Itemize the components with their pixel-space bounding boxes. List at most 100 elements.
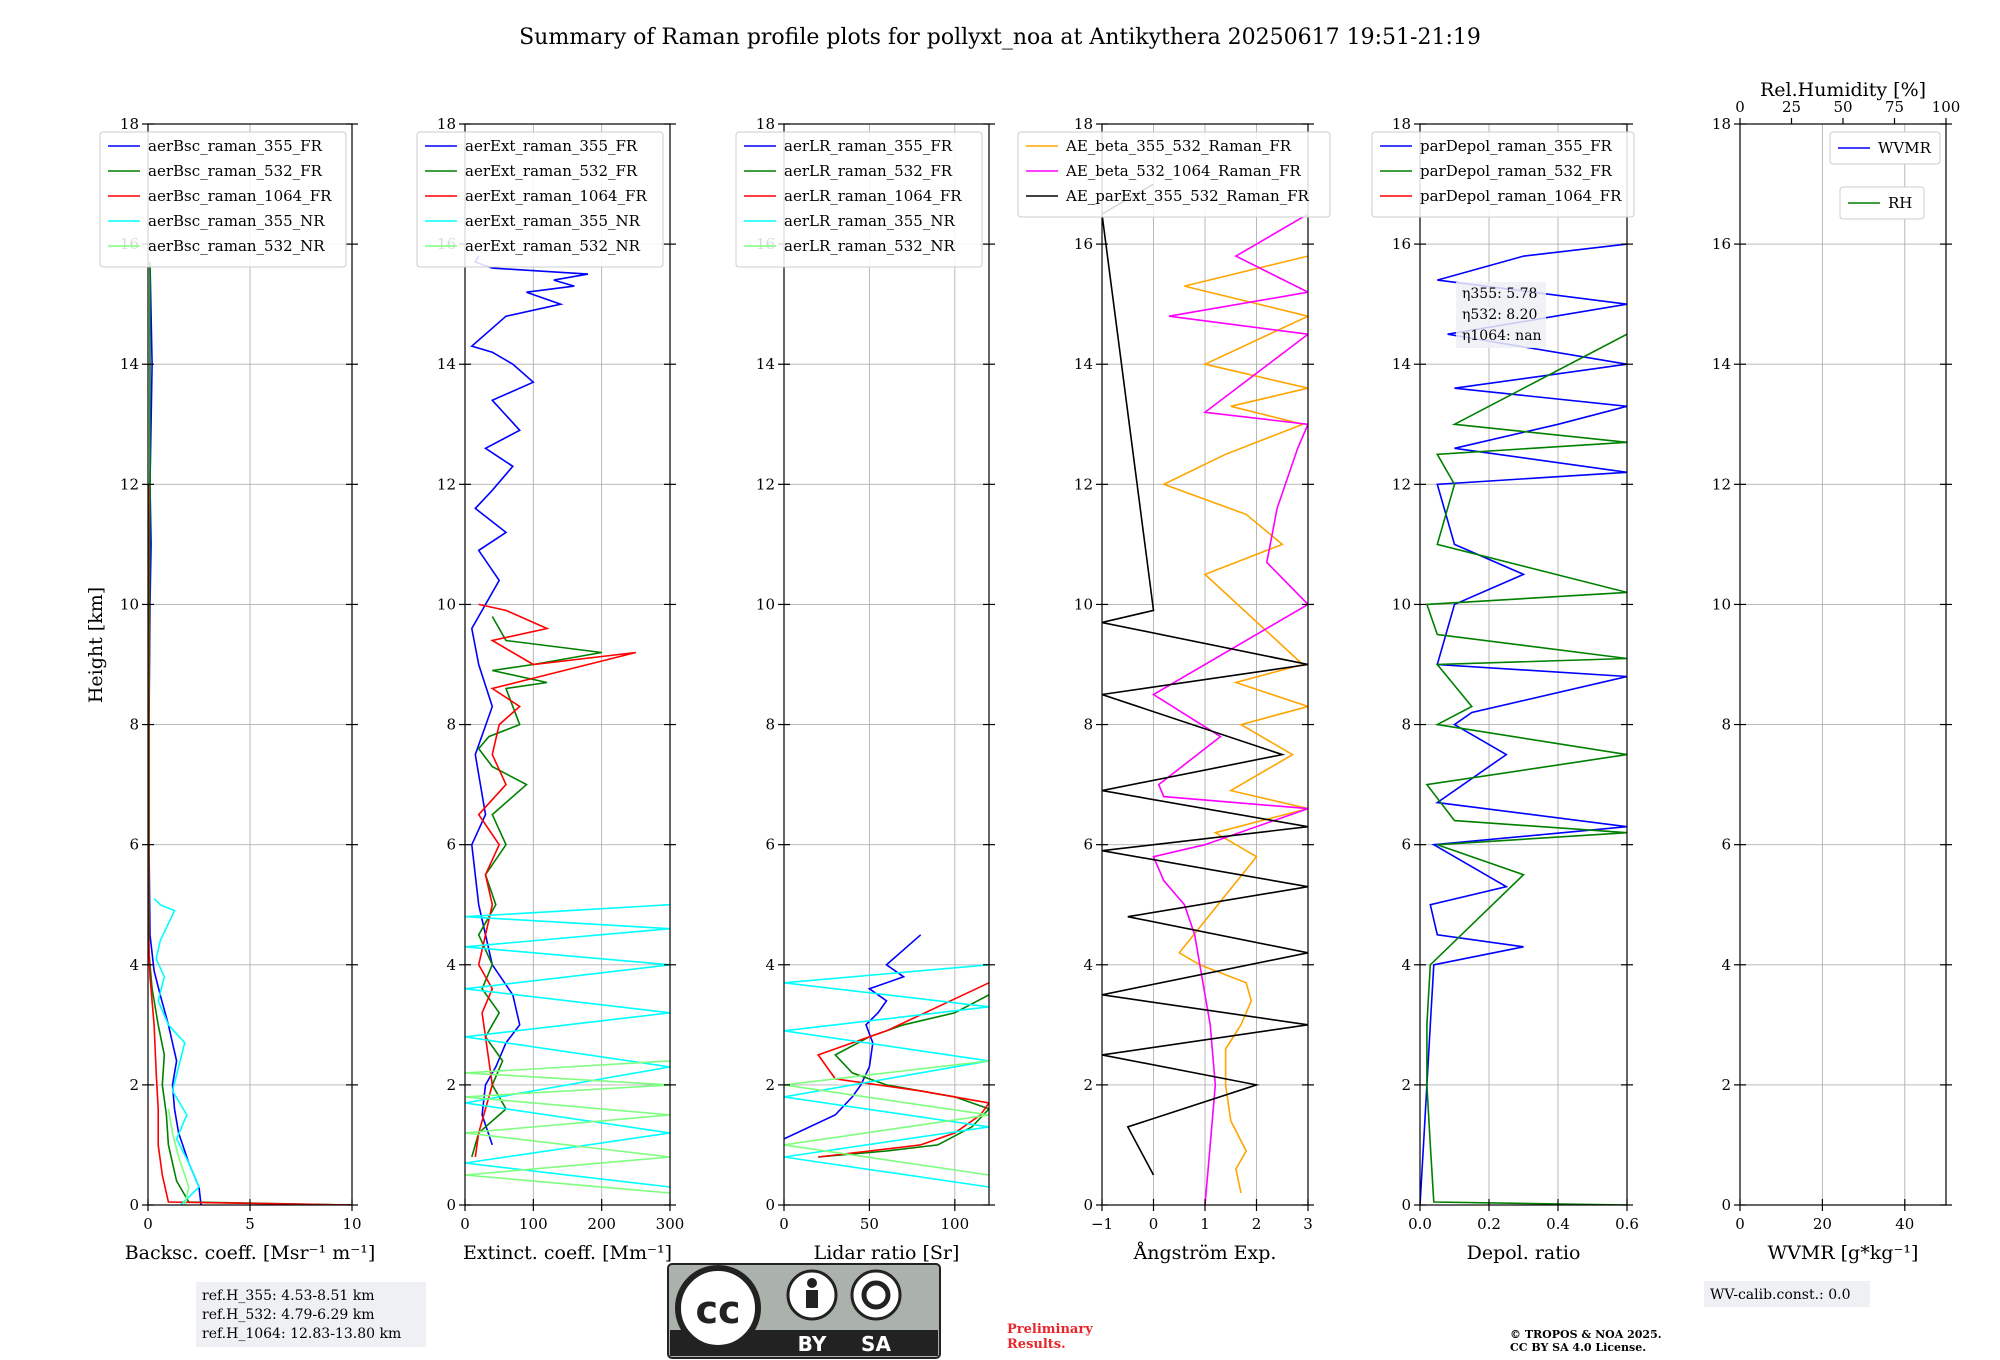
- y-tick-label: 8: [765, 716, 775, 734]
- legend-entry: aerBsc_raman_532_NR: [148, 237, 325, 255]
- y-tick-label: 6: [446, 836, 456, 854]
- eta-532: η532: 8.20: [1462, 307, 1537, 323]
- legend-entry: aerExt_raman_532_FR: [465, 162, 638, 180]
- series-group: [784, 934, 989, 1188]
- x-tick-label: 1: [1200, 1215, 1210, 1233]
- x2-tick-label: 25: [1782, 98, 1801, 116]
- series-aerExt_raman_1064_FR: [474, 603, 636, 1158]
- cc-letters: cc: [695, 1288, 740, 1332]
- y-tick-label: 12: [1392, 475, 1411, 493]
- legend-entry: aerExt_raman_355_FR: [465, 137, 638, 155]
- y-tick-label: 16: [1392, 235, 1411, 253]
- y-tick-label: 4: [1721, 956, 1731, 974]
- sa-share-icon: [850, 1269, 902, 1321]
- x-axis-label: Ångström Exp.: [1133, 1242, 1277, 1264]
- copyright-line-1: © TROPOS & NOA 2025.: [1510, 1328, 1662, 1341]
- ref-height-532: ref.H_532: 4.79-6.29 km: [202, 1307, 375, 1323]
- panel-2: 0246810121416180100200300Extinct. coeff.…: [416, 115, 684, 1264]
- y-tick-label: 10: [120, 595, 139, 613]
- legend-entry: aerLR_raman_532_NR: [784, 237, 955, 255]
- y-tick-label: 14: [1074, 355, 1093, 373]
- legend-entry: aerLR_raman_355_NR: [784, 212, 955, 230]
- y-tick-label: 12: [1074, 475, 1093, 493]
- legend-entry: aerBsc_raman_1064_FR: [148, 187, 332, 205]
- y-tick-label: 14: [120, 355, 139, 373]
- plot-frame: [464, 123, 671, 1206]
- y-tick-label: 6: [1083, 836, 1093, 854]
- legend: WVMR RH: [1829, 131, 1941, 220]
- legend-entry: aerBsc_raman_532_FR: [148, 162, 323, 180]
- y-tick-label: 14: [437, 355, 456, 373]
- y-tick-label: 18: [756, 115, 775, 133]
- y-tick-label: 18: [120, 115, 139, 133]
- legend-entry: parDepol_raman_1064_FR: [1420, 187, 1622, 205]
- x-axis-label: Extinct. coeff. [Mm⁻¹]: [463, 1242, 672, 1264]
- series-aerExt_raman_532_NR: [465, 1060, 670, 1194]
- legend-entry: AE_beta_355_532_Raman_FR: [1065, 137, 1292, 155]
- series-aerBsc_raman_532_NR: [167, 1108, 190, 1205]
- y-tick-label: 2: [129, 1076, 139, 1094]
- x-tick-label: 10: [342, 1215, 361, 1233]
- series-aerExt_raman_532_FR: [471, 616, 602, 1158]
- eta-box: η355: 5.78 η532: 8.20 η1064: nan: [1456, 282, 1546, 348]
- legend: aerBsc_raman_355_FR aerBsc_raman_532_FRae…: [99, 131, 347, 268]
- y-tick-label: 14: [756, 355, 775, 373]
- x-tick-label: 0: [460, 1215, 470, 1233]
- figure-title: Summary of Raman profile plots for polly…: [519, 25, 1481, 50]
- legend-entry: aerBsc_raman_355_NR: [148, 212, 325, 230]
- y-tick-label: 12: [756, 475, 775, 493]
- y-tick-label: 8: [129, 716, 139, 734]
- legend: parDepol_raman_355_FR parDepol_raman_532_…: [1371, 131, 1635, 218]
- series-parDepol_raman_355_FR: [1420, 243, 1627, 1205]
- eta-1064: η1064: nan: [1462, 328, 1542, 344]
- y-tick-label: 18: [1074, 115, 1093, 133]
- y-tick-label: 16: [1074, 235, 1093, 253]
- x-tick-label: 3: [1303, 1215, 1313, 1233]
- x2-tick-label: 100: [1932, 98, 1961, 116]
- x-tick-label: 0.4: [1546, 1215, 1570, 1233]
- x-tick-label: −1: [1091, 1215, 1113, 1233]
- y-tick-label: 8: [1083, 716, 1093, 734]
- cc-license-badge: cc BY SA: [667, 1263, 941, 1359]
- wv-calib-box: WV-calib.const.: 0.0: [1704, 1281, 1870, 1307]
- legend-entry: aerLR_raman_1064_FR: [784, 187, 962, 205]
- x-tick-label: 100: [519, 1215, 548, 1233]
- y-tick-label: 2: [1401, 1076, 1411, 1094]
- series-aerLR_raman_1064_FR: [816, 982, 989, 1158]
- x-axis-label: Lidar ratio [Sr]: [814, 1242, 960, 1264]
- y-tick-label: 16: [1712, 235, 1731, 253]
- badge-by-label: BY: [798, 1332, 827, 1356]
- legend-entry: aerLR_raman_532_FR: [784, 162, 953, 180]
- copyright-line-2: CC BY SA 4.0 License.: [1510, 1341, 1646, 1354]
- y-tick-label: 14: [1392, 355, 1411, 373]
- legend: aerLR_raman_355_FR aerLR_raman_532_FR aerL…: [735, 131, 983, 268]
- x-tick-label: 200: [587, 1215, 616, 1233]
- y-tick-label: 0: [765, 1196, 775, 1214]
- legend: AE_beta_355_532_Raman_FR AE_beta_532_1064…: [1017, 131, 1331, 218]
- y-tick-label: 6: [1401, 836, 1411, 854]
- y-tick-label: 18: [1392, 115, 1411, 133]
- cc-circle-icon: [675, 1265, 761, 1351]
- badge-sa-label: SA: [861, 1332, 891, 1356]
- x-tick-label: 100: [941, 1215, 970, 1233]
- y-tick-label: 6: [129, 836, 139, 854]
- y-tick-label: 0: [129, 1196, 139, 1214]
- panel-3: 024681012141618050100Lidar ratio [Sr]aer…: [735, 115, 995, 1264]
- wv-calib-background: [1704, 1281, 1870, 1307]
- x-tick-label: 0: [1735, 1215, 1745, 1233]
- x2-tick-label: 75: [1885, 98, 1904, 116]
- y-tick-label: 4: [1083, 956, 1093, 974]
- x-tick-label: 0.0: [1408, 1215, 1432, 1233]
- series-AE_beta_355_532_Raman_FR: [1161, 255, 1308, 1194]
- y-tick-label: 12: [1712, 475, 1731, 493]
- preliminary-line-2: Results.: [1007, 1337, 1066, 1352]
- panels: 0246810121416180510Backsc. coeff. [Msr⁻¹…: [99, 79, 1960, 1264]
- x-tick-label: 5: [245, 1215, 255, 1233]
- x-tick-label: 0: [779, 1215, 789, 1233]
- y-tick-label: 4: [129, 956, 139, 974]
- x-axis-label: WVMR [g*kg⁻¹]: [1768, 1242, 1919, 1264]
- series-aerLR_raman_355_NR: [784, 964, 989, 1188]
- x-tick-label: 0: [143, 1215, 153, 1233]
- series-group: [465, 255, 670, 1194]
